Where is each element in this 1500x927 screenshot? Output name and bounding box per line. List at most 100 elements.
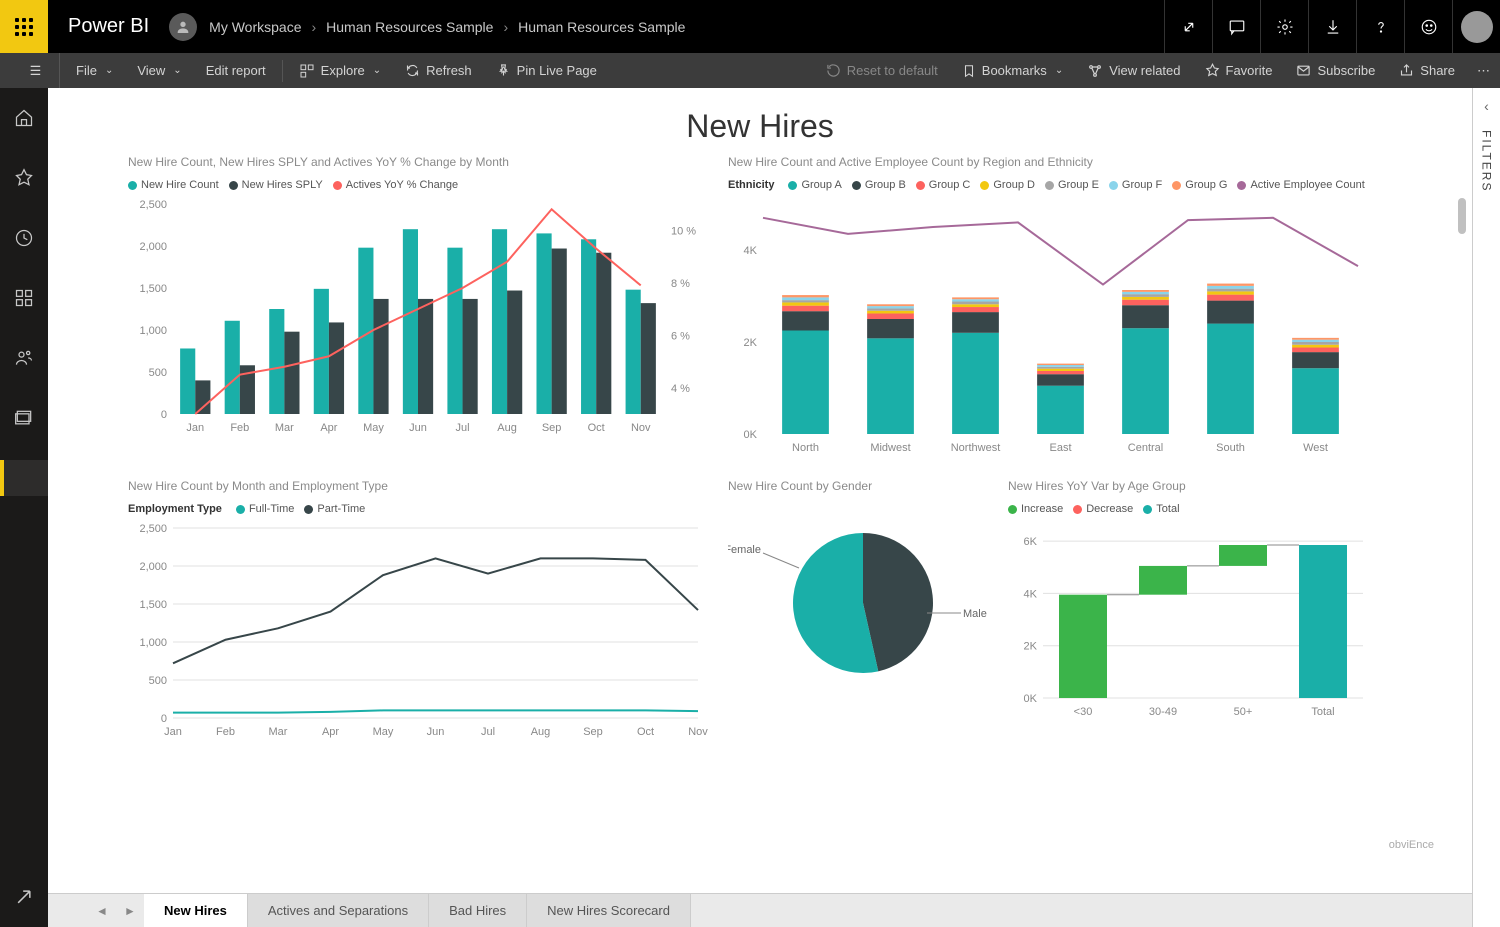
svg-text:Feb: Feb	[230, 422, 249, 434]
svg-text:4 %: 4 %	[671, 383, 690, 395]
tab-scorecard[interactable]: New Hires Scorecard	[527, 894, 691, 927]
tab-prev[interactable]: ◄	[88, 894, 116, 927]
chart-region-ethnicity[interactable]: New Hire Count and Active Employee Count…	[728, 155, 1368, 459]
nav-shared[interactable]	[0, 340, 48, 376]
nav-recent[interactable]	[0, 220, 48, 256]
top-header: Power BI My Workspace › Human Resources …	[0, 0, 1500, 53]
svg-text:May: May	[363, 422, 384, 434]
chart-employment-type[interactable]: New Hire Count by Month and Employment T…	[128, 479, 708, 743]
svg-text:Male: Male	[963, 608, 987, 620]
svg-text:Total: Total	[1311, 706, 1334, 718]
watermark: obviEnce	[1389, 839, 1434, 851]
comment-icon[interactable]	[1212, 0, 1260, 53]
svg-text:0: 0	[161, 713, 167, 725]
svg-text:Sep: Sep	[583, 726, 603, 738]
chart-new-hire-sply-yoy[interactable]: New Hire Count, New Hires SPLY and Activ…	[128, 155, 708, 459]
nav-current[interactable]	[0, 460, 48, 496]
reset-icon	[826, 63, 841, 78]
svg-text:1,500: 1,500	[139, 599, 167, 611]
filters-pane-collapsed[interactable]: ‹ FILTERS	[1472, 88, 1500, 927]
nav-toggle-button[interactable]: ☰	[12, 53, 60, 88]
nav-favorites[interactable]	[0, 160, 48, 196]
tab-new-hires[interactable]: New Hires	[144, 894, 248, 927]
svg-text:0K: 0K	[1024, 693, 1038, 705]
nav-get-data[interactable]	[0, 879, 48, 915]
svg-text:South: South	[1216, 442, 1245, 454]
nav-apps[interactable]	[0, 280, 48, 316]
chart2-legend: EthnicityGroup AGroup BGroup CGroup DGro…	[728, 179, 1368, 191]
svg-text:2,500: 2,500	[139, 199, 167, 211]
breadcrumb-item[interactable]: My Workspace	[205, 19, 305, 35]
tab-bad-hires[interactable]: Bad Hires	[429, 894, 527, 927]
svg-text:Jun: Jun	[409, 422, 427, 434]
report-canvas: New Hires New Hire Count, New Hires SPLY…	[48, 88, 1472, 893]
help-icon[interactable]	[1356, 0, 1404, 53]
report-toolbar: ☰ File⌄ View⌄ Edit report Explore⌄ Refre…	[0, 53, 1500, 88]
breadcrumb-item[interactable]: Human Resources Sample	[514, 19, 689, 35]
svg-text:0K: 0K	[744, 429, 758, 441]
more-button[interactable]: ⋯	[1467, 53, 1500, 88]
nav-home[interactable]	[0, 100, 48, 136]
filters-expand-icon[interactable]: ‹	[1484, 98, 1489, 114]
view-menu[interactable]: View⌄	[125, 53, 193, 88]
svg-text:Apr: Apr	[320, 422, 337, 434]
svg-text:Female: Female	[728, 544, 761, 556]
chart-age-waterfall[interactable]: New Hires YoY Var by Age Group IncreaseD…	[1008, 479, 1368, 743]
svg-text:<30: <30	[1074, 706, 1093, 718]
svg-text:Jul: Jul	[481, 726, 495, 738]
svg-text:1,000: 1,000	[139, 637, 167, 649]
svg-text:Jan: Jan	[164, 726, 182, 738]
view-related-button[interactable]: View related	[1075, 53, 1192, 88]
scrollbar-thumb[interactable]	[1458, 198, 1466, 234]
share-icon	[1399, 63, 1414, 78]
svg-text:4K: 4K	[744, 245, 758, 257]
breadcrumb: My Workspace › Human Resources Sample › …	[169, 13, 689, 41]
svg-text:6 %: 6 %	[671, 330, 690, 342]
related-icon	[1087, 63, 1103, 79]
tab-next[interactable]: ►	[116, 894, 144, 927]
svg-text:Oct: Oct	[637, 726, 654, 738]
edit-report-button[interactable]: Edit report	[194, 53, 278, 88]
svg-text:1,500: 1,500	[139, 283, 167, 295]
brand-label: Power BI	[48, 15, 169, 38]
svg-text:2,000: 2,000	[139, 241, 167, 253]
explore-button[interactable]: Explore⌄	[287, 53, 393, 88]
svg-text:10 %: 10 %	[671, 225, 696, 237]
chart-gender-pie[interactable]: New Hire Count by Gender FemaleMale	[728, 479, 988, 743]
svg-text:West: West	[1303, 442, 1328, 454]
svg-text:2,500: 2,500	[139, 523, 167, 535]
tab-actives-separations[interactable]: Actives and Separations	[248, 894, 429, 927]
expand-icon[interactable]	[1164, 0, 1212, 53]
nav-workspaces[interactable]	[0, 400, 48, 436]
svg-text:500: 500	[149, 675, 167, 687]
share-button[interactable]: Share	[1387, 53, 1467, 88]
mail-icon	[1296, 63, 1311, 78]
svg-text:0: 0	[161, 409, 167, 421]
download-icon[interactable]	[1308, 0, 1356, 53]
svg-text:Jun: Jun	[427, 726, 445, 738]
subscribe-button[interactable]: Subscribe	[1284, 53, 1387, 88]
explore-icon	[299, 63, 315, 79]
settings-icon[interactable]	[1260, 0, 1308, 53]
refresh-button[interactable]: Refresh	[393, 53, 484, 88]
svg-text:4K: 4K	[1024, 588, 1038, 600]
feedback-smile-icon[interactable]	[1404, 0, 1452, 53]
refresh-icon	[405, 63, 420, 78]
pin-button[interactable]: Pin Live Page	[484, 53, 609, 88]
reset-button[interactable]: Reset to default	[814, 53, 950, 88]
user-avatar[interactable]	[1452, 0, 1500, 53]
svg-text:Apr: Apr	[322, 726, 339, 738]
app-launcher-button[interactable]	[0, 0, 48, 53]
svg-text:50+: 50+	[1234, 706, 1253, 718]
svg-text:Northwest: Northwest	[951, 442, 1001, 454]
svg-text:Aug: Aug	[497, 422, 517, 434]
page-title: New Hires	[48, 88, 1472, 155]
chart5-legend: IncreaseDecreaseTotal	[1008, 503, 1368, 515]
svg-text:Feb: Feb	[216, 726, 235, 738]
svg-text:Aug: Aug	[531, 726, 551, 738]
svg-text:1,000: 1,000	[139, 325, 167, 337]
breadcrumb-item[interactable]: Human Resources Sample	[322, 19, 497, 35]
file-menu[interactable]: File⌄	[64, 53, 125, 88]
favorite-button[interactable]: Favorite	[1193, 53, 1285, 88]
bookmarks-button[interactable]: Bookmarks⌄	[950, 53, 1075, 88]
